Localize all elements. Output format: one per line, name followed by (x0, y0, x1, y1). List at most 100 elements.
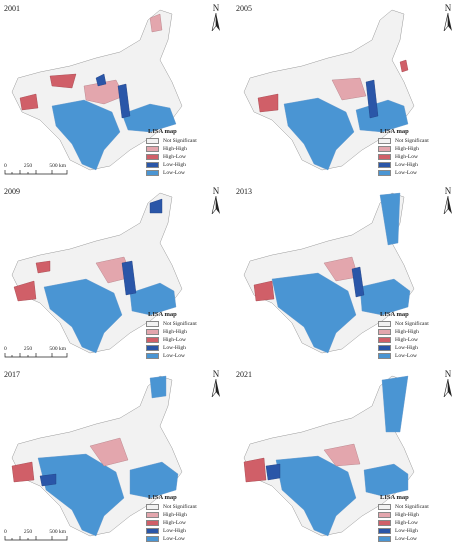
legend-item: High-Low (146, 336, 197, 344)
map-panel-2009: 2009 N LISA map Not Significant High-Hig… (0, 183, 232, 366)
north-arrow: N (440, 187, 456, 219)
north-label: N (444, 369, 452, 379)
legend-label: Low-Low (395, 536, 417, 542)
legend-label: High-High (395, 329, 419, 335)
lisa-map (243, 9, 415, 171)
north-arrow-icon (443, 12, 452, 32)
legend-item: High-High (378, 145, 429, 153)
north-arrow: N (208, 4, 224, 36)
legend: LISA map Not Significant High-High High-… (146, 311, 197, 360)
panel-year: 2017 (4, 370, 20, 379)
legend-item: Low-High (146, 527, 197, 535)
legend-title: LISA map (148, 494, 177, 501)
legend-item: Low-Low (146, 169, 197, 177)
legend-label: Low-High (163, 162, 186, 168)
panel-year: 2005 (236, 4, 252, 13)
scale-tick: 500 km (49, 529, 66, 535)
legend-item: Low-High (378, 161, 429, 169)
legend-label: Low-Low (163, 170, 185, 176)
legend-label: High-Low (163, 520, 186, 526)
legend-label: High-Low (395, 337, 418, 343)
map-panel-2021: 2021 N LISA map Not Significant High-Hig… (232, 366, 464, 549)
panel-year: 2009 (4, 187, 20, 196)
panel-year: 2021 (236, 370, 252, 379)
north-label: N (444, 186, 452, 196)
scale-bar: 0 250 500 km (4, 346, 68, 358)
north-arrow-icon (443, 195, 452, 215)
legend-item: High-High (146, 145, 197, 153)
legend-label: Low-Low (163, 536, 185, 542)
map-panel-2013: 2013 N LISA map Not Significant High-Hig… (232, 183, 464, 366)
north-arrow-icon (211, 195, 220, 215)
scale-tick: 250 (23, 163, 33, 169)
map-panel-2005: 2005 N LISA map Not Significant High-Hig… (232, 0, 464, 183)
legend-label: Not Significant (163, 321, 197, 327)
lisa-map (243, 375, 415, 537)
north-arrow: N (208, 187, 224, 219)
legend-item: Low-Low (378, 169, 429, 177)
legend-item: Low-Low (378, 352, 429, 360)
north-arrow: N (208, 370, 224, 402)
lisa-map (243, 192, 415, 354)
legend-label: High-Low (395, 520, 418, 526)
legend-item: Not Significant (378, 320, 429, 328)
legend-label: Low-High (395, 345, 418, 351)
legend-item: Not Significant (378, 503, 429, 511)
legend-label: High-High (163, 512, 187, 518)
legend-label: Not Significant (395, 321, 429, 327)
legend-item: Not Significant (146, 320, 197, 328)
legend: LISA map Not Significant High-High High-… (378, 128, 429, 177)
north-label: N (212, 186, 220, 196)
lisa-map (11, 192, 183, 354)
north-arrow: N (440, 370, 456, 402)
legend-title: LISA map (148, 311, 177, 318)
scale-bar: 0 250 500 km (4, 529, 68, 541)
legend-item: Low-High (378, 344, 429, 352)
legend-item: High-High (146, 511, 197, 519)
scale-tick: 0 (4, 163, 7, 169)
legend-title: LISA map (380, 311, 409, 318)
legend-title: LISA map (380, 128, 409, 135)
scale-bar-icon (4, 536, 68, 541)
legend-item: High-Low (378, 153, 429, 161)
legend-label: Not Significant (163, 138, 197, 144)
scale-bar-icon (4, 353, 68, 358)
map-panel-2001: 2001 N LISA map Not Significant High-Hig… (0, 0, 232, 183)
scale-tick: 250 (23, 529, 33, 535)
legend-label: Not Significant (163, 504, 197, 510)
legend-item: Not Significant (146, 137, 197, 145)
legend-label: Low-Low (395, 170, 417, 176)
legend-item: High-High (146, 328, 197, 336)
lisa-map (11, 375, 183, 537)
legend-label: Not Significant (395, 138, 429, 144)
legend-item: Low-Low (378, 535, 429, 543)
legend-label: High-Low (395, 154, 418, 160)
legend-label: Low-Low (395, 353, 417, 359)
north-arrow: N (440, 4, 456, 36)
legend: LISA map Not Significant High-High High-… (146, 494, 197, 543)
scale-bar: 0 250 500 km (4, 163, 68, 175)
north-label: N (212, 369, 220, 379)
scale-tick: 0 (4, 529, 7, 535)
legend-label: Low-High (395, 528, 418, 534)
legend-item: Low-Low (146, 352, 197, 360)
legend-label: Low-High (395, 162, 418, 168)
legend-label: Not Significant (395, 504, 429, 510)
legend-label: High-Low (163, 154, 186, 160)
scale-tick: 500 km (49, 163, 66, 169)
legend-item: Low-High (146, 161, 197, 169)
north-arrow-icon (211, 378, 220, 398)
north-arrow-icon (443, 378, 452, 398)
legend-label: High-High (395, 146, 419, 152)
scale-tick: 250 (23, 346, 33, 352)
scale-tick: 0 (4, 346, 7, 352)
legend-label: High-Low (163, 337, 186, 343)
legend-item: Low-High (146, 344, 197, 352)
lisa-map (11, 9, 183, 171)
legend-item: High-Low (378, 519, 429, 527)
legend-label: Low-High (163, 528, 186, 534)
legend-title: LISA map (148, 128, 177, 135)
legend-item: High-High (378, 328, 429, 336)
panel-year: 2001 (4, 4, 20, 13)
north-arrow-icon (211, 12, 220, 32)
